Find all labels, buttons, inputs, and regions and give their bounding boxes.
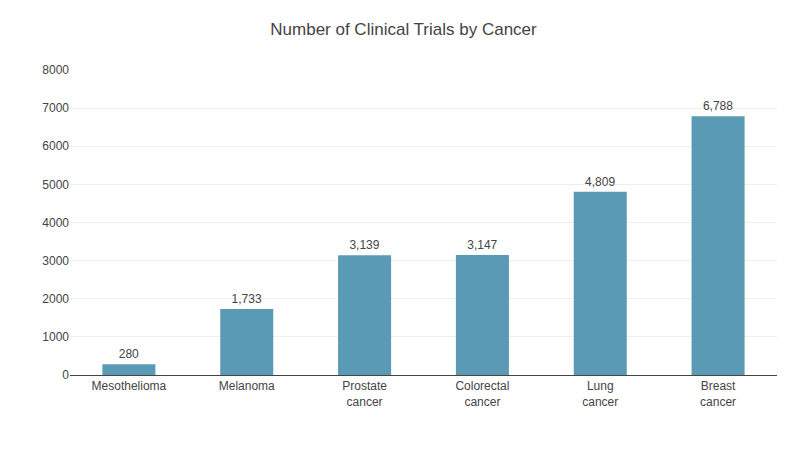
svg-text:6,788: 6,788 [703, 99, 733, 113]
svg-text:3,147: 3,147 [467, 238, 497, 252]
svg-text:3000: 3000 [42, 254, 69, 268]
svg-text:0: 0 [62, 368, 69, 382]
svg-text:1000: 1000 [42, 330, 69, 344]
svg-text:Number of Clinical Trials by C: Number of Clinical Trials by Cancer [270, 20, 537, 39]
svg-text:Mesothelioma: Mesothelioma [92, 379, 167, 393]
svg-text:4000: 4000 [42, 216, 69, 230]
svg-text:3,139: 3,139 [349, 238, 379, 252]
svg-text:4,809: 4,809 [585, 175, 615, 189]
svg-text:Prostatecancer: Prostatecancer [342, 379, 387, 409]
svg-text:Breastcancer: Breastcancer [700, 379, 736, 409]
svg-text:Colorectalcancer: Colorectalcancer [455, 379, 509, 409]
svg-text:2000: 2000 [42, 292, 69, 306]
svg-text:1,733: 1,733 [232, 292, 262, 306]
svg-text:Melanoma: Melanoma [219, 379, 275, 393]
svg-text:Lungcancer: Lungcancer [582, 379, 618, 409]
svg-text:7000: 7000 [42, 101, 69, 115]
svg-text:5000: 5000 [42, 178, 69, 192]
svg-text:6000: 6000 [42, 139, 69, 153]
svg-text:280: 280 [119, 347, 139, 361]
svg-text:8000: 8000 [42, 63, 69, 77]
